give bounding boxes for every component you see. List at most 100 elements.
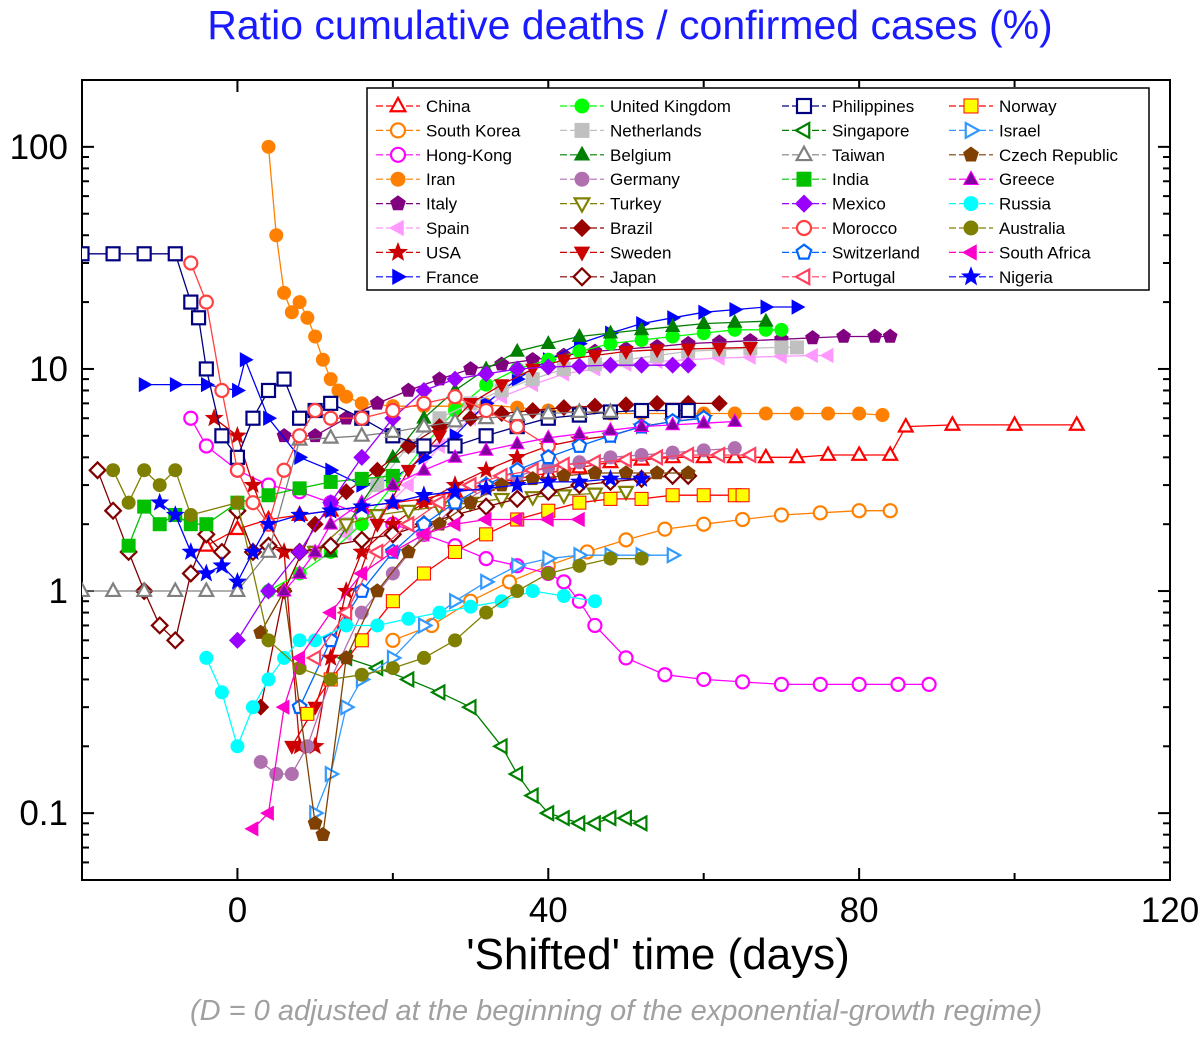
data-point-nigeria: [321, 500, 341, 519]
legend-label: Turkey: [610, 195, 662, 214]
data-point-greece: [540, 429, 556, 444]
data-point-taiwan: [135, 581, 153, 598]
data-point-south-africa: [539, 511, 554, 528]
data-point-australia: [183, 507, 198, 522]
legend: China South Korea Hong-Kong Iran Italy Spain U…: [366, 87, 1150, 291]
data-point-morocco: [323, 410, 339, 426]
series-south-korea: [385, 503, 898, 648]
data-point-brazil: [555, 399, 573, 417]
data-point-greece: [727, 412, 743, 427]
legend-marker: [388, 95, 408, 113]
legend-label: Australia: [999, 219, 1066, 238]
data-point-belgium: [696, 315, 712, 329]
data-point-morocco: [214, 382, 230, 399]
data-point-switzerland: [353, 582, 370, 598]
data-point-brazil: [399, 437, 417, 455]
data-point-israel: [666, 546, 683, 564]
series-line-israel: [314, 554, 673, 814]
legend-item-belgium: Belgium: [560, 145, 671, 165]
legend-item-japan: Japan: [560, 266, 656, 287]
data-point-czech-republic: [587, 465, 603, 480]
data-point-belgium: [727, 313, 743, 328]
data-point-singapore: [616, 809, 632, 827]
data-point-iran: [875, 408, 890, 423]
data-point-singapore: [554, 809, 570, 827]
footnote: (D = 0 adjusted at the beginning of the …: [189, 995, 1042, 1027]
legend-item-germany: Germany: [560, 170, 680, 189]
data-point-philippines: [167, 246, 183, 262]
data-point-usa: [414, 492, 434, 511]
data-point-italy: [867, 328, 883, 343]
y-tick-label: 1: [49, 572, 68, 611]
data-point-belgium: [509, 342, 525, 357]
data-point-norway: [354, 633, 369, 648]
data-point-india: [323, 474, 338, 489]
series-czech-republic: [253, 465, 696, 841]
data-point-taiwan: [166, 581, 184, 598]
data-point-iran: [300, 310, 315, 325]
data-point-south-africa: [322, 604, 337, 621]
data-point-morocco: [229, 462, 246, 478]
legend-label: Switzerland: [832, 243, 920, 262]
data-point-india: [152, 517, 167, 532]
data-point-australia: [510, 584, 525, 599]
legend-label: Singapore: [832, 121, 910, 140]
x-tick-label: 120: [1141, 891, 1199, 930]
data-point-australia: [168, 463, 183, 478]
data-point-iran: [758, 406, 773, 421]
data-point-italy: [401, 382, 416, 397]
legend-item-russia: Russia: [949, 195, 1052, 214]
data-point-china: [897, 416, 915, 433]
data-point-russia: [277, 650, 292, 665]
data-point-sweden: [493, 379, 510, 394]
data-point-singapore: [460, 698, 477, 716]
data-point-russia: [525, 584, 540, 599]
data-point-israel: [511, 557, 527, 575]
data-point-iran: [277, 285, 292, 300]
data-point-nigeria: [414, 485, 434, 504]
data-point-india: [199, 517, 214, 532]
data-point-taiwan: [353, 426, 371, 442]
legend-label: Russia: [999, 195, 1052, 214]
data-point-nigeria: [165, 505, 185, 523]
data-point-philippines: [478, 428, 494, 444]
data-point-morocco: [307, 402, 323, 419]
legend-item-spain: Spain: [376, 219, 469, 238]
data-point-turkey: [368, 509, 387, 525]
legend-item-france: France: [376, 268, 479, 287]
data-point-italy: [836, 328, 851, 343]
data-point-nigeria: [632, 468, 651, 487]
data-point-japan: [150, 616, 170, 635]
data-point-south-africa: [260, 805, 274, 821]
series-australia: [106, 463, 649, 687]
legend-marker: [389, 122, 407, 139]
data-point-south-korea: [773, 507, 790, 523]
data-point-china: [726, 447, 744, 464]
data-point-taiwan: [570, 402, 589, 418]
legend-marker: [960, 266, 982, 286]
y-tick-label: 0.1: [19, 794, 68, 833]
series-line-singapore: [345, 657, 642, 824]
data-point-philippines: [136, 246, 152, 262]
data-point-iran: [323, 372, 338, 387]
data-point-czech-republic: [680, 465, 696, 480]
data-point-singapore: [538, 804, 555, 822]
data-point-france: [418, 449, 433, 466]
data-point-germany: [300, 739, 315, 754]
data-point-nigeria: [150, 492, 170, 511]
data-point-australia: [354, 667, 369, 682]
data-point-philippines: [82, 246, 90, 262]
data-point-brazil: [337, 483, 355, 501]
data-point-greece: [416, 461, 432, 476]
data-point-japan: [103, 501, 123, 521]
data-point-norway: [603, 491, 618, 506]
data-point-japan: [181, 564, 201, 583]
data-point-brazil: [368, 461, 386, 479]
legend-label: Iran: [426, 170, 455, 189]
data-point-australia: [603, 551, 618, 566]
legend-label: South Africa: [999, 243, 1091, 262]
data-point-mexico: [679, 356, 697, 374]
data-point-norway: [479, 527, 494, 542]
legend-item-israel: Israel: [949, 121, 1041, 140]
